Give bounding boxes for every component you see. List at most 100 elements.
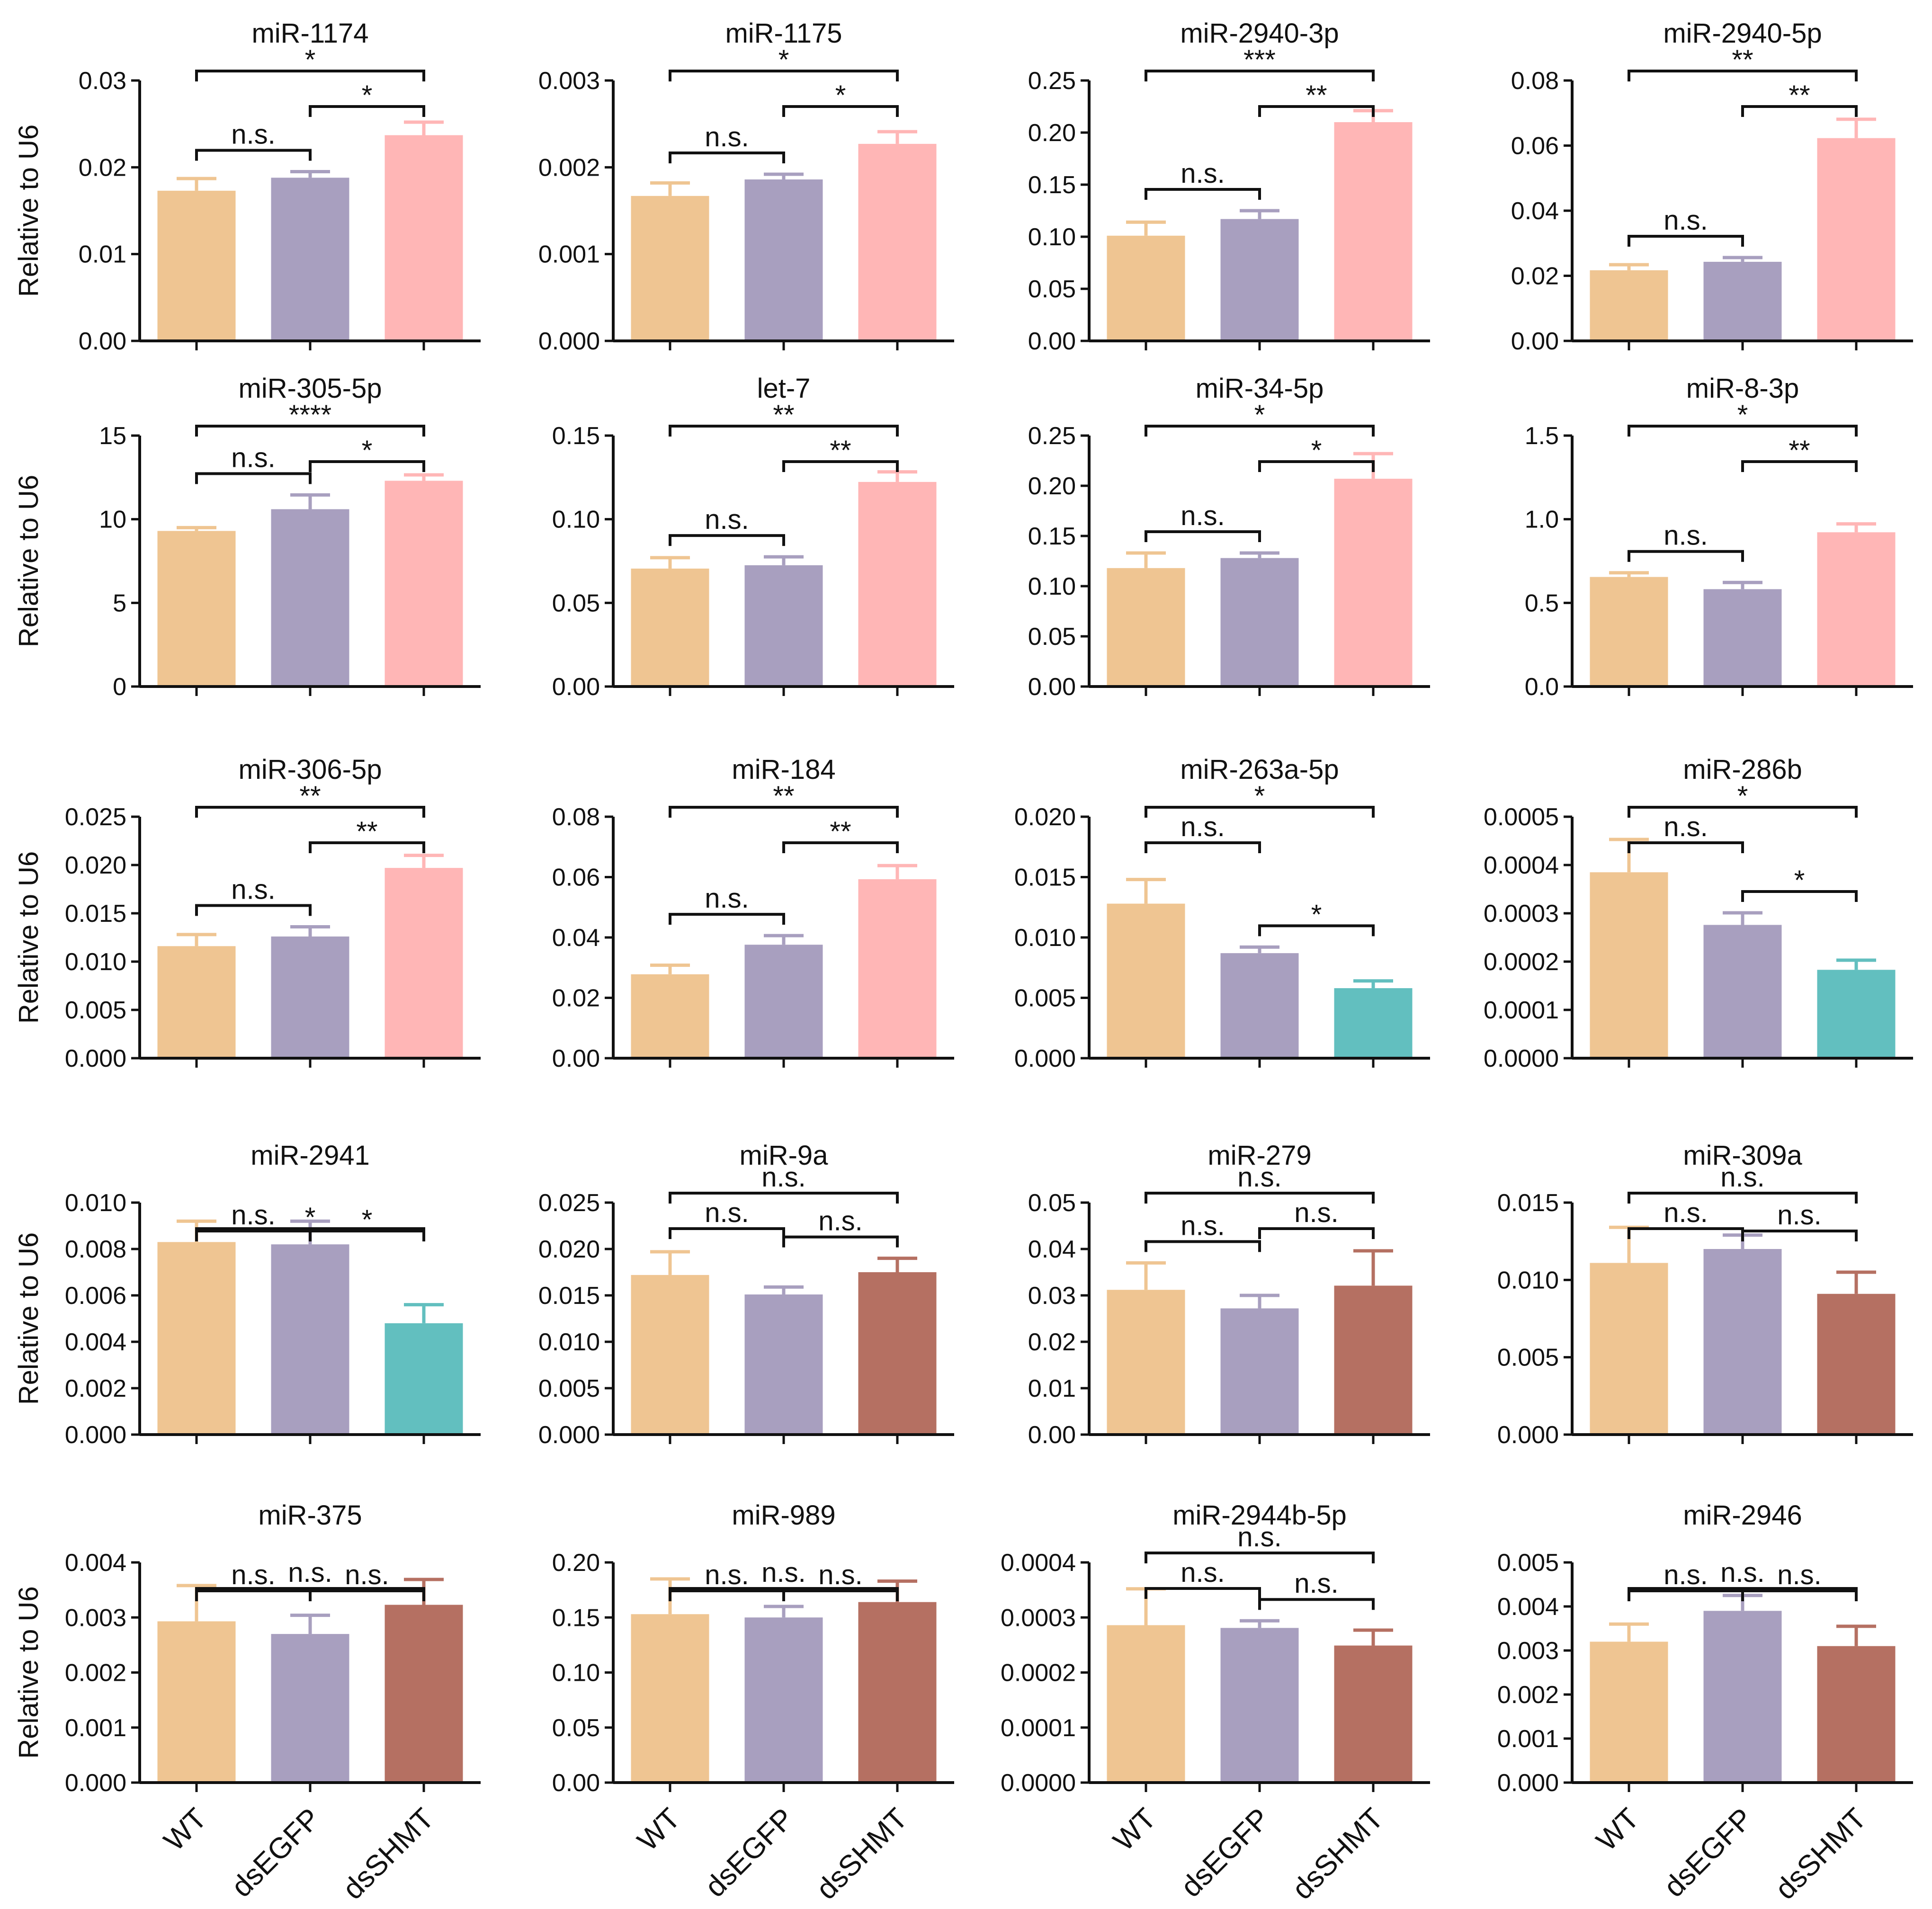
y-tick-label: 0.000 xyxy=(1014,1045,1076,1072)
y-tick-label: 0.00 xyxy=(1028,673,1076,701)
sig-label: * xyxy=(778,45,789,75)
sig-label: * xyxy=(1311,435,1322,466)
sig-label: n.s. xyxy=(1664,205,1708,236)
sig-bracket: ** xyxy=(1741,80,1858,117)
y-tick-label: 0.015 xyxy=(1497,1189,1559,1217)
bar-dsegfp xyxy=(1220,558,1299,687)
y-tick-label: 0.00 xyxy=(552,1045,600,1072)
panel-mir-184: miR-184 0.00 0.02 0.04 0.06 0.08 n.s. ** ** xyxy=(552,754,954,1072)
y-tick-label: 5 xyxy=(113,589,126,617)
bar-dsegfp xyxy=(271,1244,349,1435)
panel-mir-286b: miR-286b 0.0000 0.0001 0.0002 0.0003 0.0004 0.… xyxy=(1484,754,1913,1072)
y-tick-label: 0.05 xyxy=(552,1714,600,1742)
sig-label: * xyxy=(1311,899,1322,930)
bar-dsshmt xyxy=(1817,1293,1896,1435)
y-tick-label: 0.005 xyxy=(1497,1344,1559,1372)
y-tick-label: 0.005 xyxy=(1014,985,1076,1012)
sig-bracket: n.s. xyxy=(195,874,312,916)
sig-bracket: * xyxy=(309,1204,425,1241)
panel-mir-2946: miR-2946 0.000 0.001 0.002 0.003 0.004 0.005 WT… xyxy=(1497,1500,1913,1906)
x-tick-label-dsshmt: dsSHMT xyxy=(810,1802,914,1906)
y-tick-label: 0.01 xyxy=(1028,1375,1076,1402)
y-tick-label: 0.000 xyxy=(538,328,600,355)
y-tick-label: 0.003 xyxy=(65,1604,126,1632)
y-tick-label: 0.10 xyxy=(552,506,600,534)
sig-bracket: n.s. xyxy=(669,1197,785,1239)
bar-wt xyxy=(1590,270,1668,341)
sig-bracket: * xyxy=(1628,781,1858,818)
bar-dsshmt xyxy=(858,143,937,341)
sig-label: n.s. xyxy=(1664,520,1708,551)
sig-label: * xyxy=(1737,400,1748,430)
sig-bracket: n.s. xyxy=(669,1162,899,1204)
sig-bracket: n.s. xyxy=(195,442,312,484)
sig-label: n.s. xyxy=(231,442,276,473)
panel-title: miR-2946 xyxy=(1683,1500,1802,1531)
panel-title: miR-8-3p xyxy=(1686,373,1799,404)
y-tick-label: 0.0002 xyxy=(1484,948,1559,976)
sig-label: n.s. xyxy=(761,1162,806,1193)
panel-title: miR-2940-5p xyxy=(1663,18,1822,49)
sig-bracket: ** xyxy=(1741,435,1858,472)
sig-bracket: n.s. xyxy=(669,122,785,163)
panel-title: miR-2944b-5p xyxy=(1172,1500,1347,1531)
x-tick-label-wt: WT xyxy=(1590,1802,1646,1857)
sig-bracket: * xyxy=(1258,899,1375,937)
sig-label: ** xyxy=(1732,45,1753,75)
y-tick-label: 0.15 xyxy=(552,422,600,450)
sig-bracket: ** xyxy=(669,781,899,818)
sig-label: * xyxy=(835,80,846,111)
bar-dsegfp xyxy=(744,1617,823,1783)
sig-bracket: * xyxy=(669,45,899,81)
sig-bracket: ** xyxy=(669,400,899,437)
y-tick-label: 0.025 xyxy=(538,1189,600,1217)
y-tick-label: 0.25 xyxy=(1028,422,1076,450)
panel-title: miR-286b xyxy=(1683,754,1802,785)
y-tick-label: 0.0 xyxy=(1525,673,1559,701)
y-tick-label: 0.002 xyxy=(65,1375,126,1402)
panel-title: miR-375 xyxy=(258,1500,362,1531)
bar-dsegfp xyxy=(271,1634,349,1783)
x-tick-label-dsegfp: dsEGFP xyxy=(225,1802,326,1903)
y-tick-label: 0.02 xyxy=(1511,263,1559,290)
y-tick-label: 0.0003 xyxy=(1484,900,1559,928)
y-tick-label: 0.020 xyxy=(65,852,126,879)
bar-dsegfp xyxy=(1703,925,1782,1058)
y-tick-label: 0.02 xyxy=(552,985,600,1012)
sig-bracket: n.s. xyxy=(1258,1197,1375,1239)
x-tick-label-dsshmt: dsSHMT xyxy=(1769,1802,1873,1906)
sig-bracket: n.s. xyxy=(669,883,785,925)
sig-bracket: * xyxy=(309,80,425,117)
x-tick-label-dsegfp: dsEGFP xyxy=(698,1802,800,1903)
bar-wt xyxy=(157,531,236,687)
sig-label: n.s. xyxy=(705,1560,749,1590)
y-tick-label: 0.05 xyxy=(1028,623,1076,651)
panel-mir-375: miR-375 Relative to U6 0.000 0.001 0.002 0.00… xyxy=(13,1500,481,1906)
bar-dsshmt xyxy=(1334,988,1413,1058)
y-tick-label: 0.15 xyxy=(1028,523,1076,550)
sig-bracket: ** xyxy=(1628,45,1858,81)
sig-bracket: n.s. xyxy=(1628,1162,1858,1204)
panel-mir-1175: miR-1175 0.000 0.001 0.002 0.003 n.s. * * xyxy=(538,18,954,355)
y-axis-label: Relative to U6 xyxy=(13,475,44,647)
y-tick-label: 0.015 xyxy=(65,900,126,928)
sig-bracket: ** xyxy=(195,781,425,818)
sig-bracket: **** xyxy=(195,400,425,437)
panel-title: miR-989 xyxy=(732,1500,835,1531)
sig-label: * xyxy=(305,1202,316,1233)
panel-title: miR-309a xyxy=(1683,1140,1802,1171)
sig-label: n.s. xyxy=(345,1560,389,1590)
sig-bracket: n.s. xyxy=(1145,1162,1375,1204)
sig-label: n.s. xyxy=(818,1206,863,1237)
sig-bracket: ** xyxy=(309,816,425,853)
sig-label: n.s. xyxy=(231,1560,276,1590)
panel-title: miR-9a xyxy=(740,1140,829,1171)
sig-bracket: n.s. xyxy=(1145,1210,1261,1252)
y-tick-label: 0.20 xyxy=(1028,119,1076,147)
y-tick-label: 0.000 xyxy=(65,1421,126,1449)
sig-label: n.s. xyxy=(705,1197,749,1228)
sig-bracket: n.s. xyxy=(1628,1557,1858,1599)
panel-mir-279: miR-279 0.00 0.01 0.02 0.03 0.04 0.05 n.s. n.s. n… xyxy=(1028,1140,1430,1449)
bar-wt xyxy=(1590,872,1668,1058)
